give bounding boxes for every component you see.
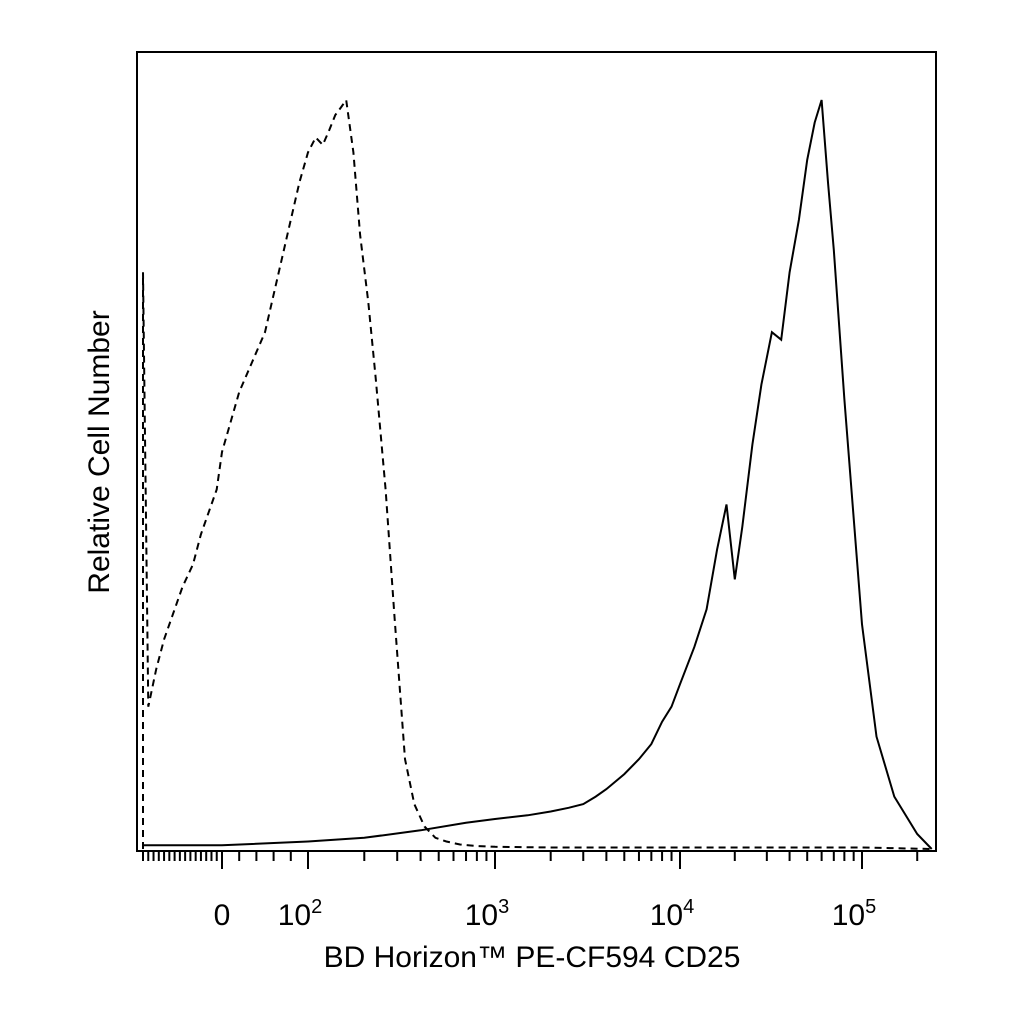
x-tick-label: 105 [832,896,877,932]
major-ticks [221,851,863,869]
series-layer [142,97,933,850]
minor-ticks [142,851,919,861]
y-axis-label: Relative Cell Number [83,310,116,593]
x-axis-label: BD Horizon™ PE-CF594 CD25 [324,941,741,974]
x-tick-label: 0 [214,899,231,932]
tick-labels: 0 102 103 104 105 [214,896,877,932]
x-tick-label: 102 [278,896,323,932]
x-tick-label: 104 [650,896,695,932]
solid-histogram-line [143,99,933,850]
plot-frame [136,51,937,852]
x-tick-label: 103 [465,896,510,932]
dashed-histogram-line [142,97,932,850]
